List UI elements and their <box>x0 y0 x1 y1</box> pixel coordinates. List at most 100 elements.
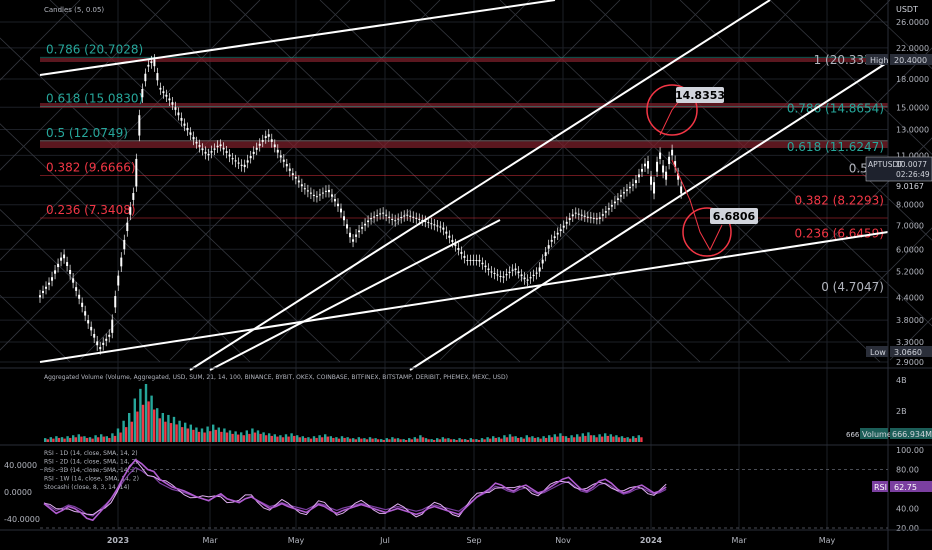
volume-bar <box>111 433 114 442</box>
candle-body <box>656 161 659 172</box>
volume-bar <box>469 438 472 442</box>
volume-bar <box>200 428 204 442</box>
right-fib-label: 0.786 (14.8654) <box>787 102 884 116</box>
volume-bar <box>514 436 517 442</box>
candle-body <box>538 267 541 272</box>
candle-body <box>102 342 105 345</box>
volume-bar <box>133 398 136 442</box>
volume-bar <box>430 439 433 442</box>
volume-bar <box>584 435 587 442</box>
low-label: Low <box>870 348 886 357</box>
candle-body <box>162 91 165 94</box>
volume-bar <box>46 439 49 442</box>
volume-bar <box>601 436 604 442</box>
volume-bar <box>97 437 100 442</box>
volume-bar <box>139 388 142 442</box>
candle-body <box>487 268 490 270</box>
candle-body <box>478 259 481 262</box>
price-tick: 5.2000 <box>896 267 924 276</box>
volume-bar <box>240 432 243 442</box>
volume-bar <box>63 438 66 442</box>
volume-bar <box>52 438 55 442</box>
trendline <box>39 0 556 76</box>
volume-bar <box>55 436 58 442</box>
volume-bar <box>458 438 461 442</box>
volume-bar <box>352 438 355 442</box>
volume-bar <box>312 436 316 442</box>
candle-body <box>349 232 352 238</box>
candle-body <box>123 239 126 250</box>
candle-body <box>418 218 421 220</box>
volume-bar <box>301 436 304 442</box>
volume-bar <box>256 430 260 442</box>
volume-bar <box>576 434 579 442</box>
candle-body <box>174 107 177 110</box>
candle-body <box>87 320 90 324</box>
volume-bar <box>94 435 97 442</box>
diagonal-grid-line <box>319 0 701 363</box>
volume-bar <box>125 427 128 442</box>
candle-body <box>93 333 96 338</box>
time-tick: Mar <box>731 536 747 545</box>
volume-bar <box>60 437 64 442</box>
rsi-tick: 40.00 <box>896 505 919 514</box>
candle-body <box>240 164 243 166</box>
candle-body <box>556 232 559 235</box>
candle-body <box>574 212 577 214</box>
candle-body <box>69 269 72 275</box>
left-fib-label: 0.382 (9.6666) <box>46 160 136 174</box>
volume-bar <box>69 437 72 442</box>
volume-bar <box>85 437 89 442</box>
currency-label: USDT <box>896 5 918 14</box>
candle-body <box>391 218 394 220</box>
volume-bar <box>556 436 559 442</box>
volume-bar <box>113 435 117 442</box>
volume-bar <box>511 436 514 442</box>
volume-bar <box>436 438 439 442</box>
price-tick: 3.3000 <box>896 338 924 347</box>
volume-bar <box>550 437 553 442</box>
volume-bar <box>251 428 254 442</box>
candle-body <box>610 204 613 207</box>
price-tick: 13.0000 <box>896 125 929 134</box>
candle-body <box>84 311 87 316</box>
volume-bar <box>363 438 366 442</box>
candle-body <box>430 223 433 225</box>
volume-bar <box>293 435 296 442</box>
volume-bar <box>72 435 75 442</box>
candle-body <box>659 152 662 159</box>
volume-bar <box>116 428 120 442</box>
price-tick: 18.0000 <box>896 75 929 84</box>
candle-body <box>364 223 367 226</box>
volume-bar <box>189 424 192 442</box>
volume-bar <box>508 434 512 442</box>
volume-bar <box>595 437 598 442</box>
volume-bar <box>559 433 562 442</box>
volume-bar <box>105 436 108 442</box>
volume-bar <box>128 413 131 442</box>
volume-bar <box>324 434 327 442</box>
trendline <box>189 0 771 371</box>
candle-body <box>469 259 472 261</box>
right-fib-label: 0 (4.7047) <box>821 280 884 294</box>
candle-body <box>168 98 171 101</box>
candle-body <box>526 279 529 281</box>
candle-body <box>457 248 460 250</box>
candle-body <box>171 102 174 105</box>
price-tick: 2.9000 <box>896 358 924 367</box>
candle-body <box>78 294 81 299</box>
volume-bar <box>296 435 299 442</box>
candle-body <box>222 147 225 150</box>
volume-bar <box>141 404 145 442</box>
volume-bar <box>268 433 271 442</box>
volume-tick: 4B <box>896 376 907 385</box>
candle-body <box>529 277 532 279</box>
candle-body <box>219 144 222 147</box>
candle-body <box>493 272 496 274</box>
volume-bar <box>528 437 531 442</box>
candle-body <box>424 221 427 223</box>
left-fib-label: 0.786 (20.7028) <box>46 42 143 56</box>
volume-bar <box>178 420 181 442</box>
candle-body <box>258 143 261 146</box>
